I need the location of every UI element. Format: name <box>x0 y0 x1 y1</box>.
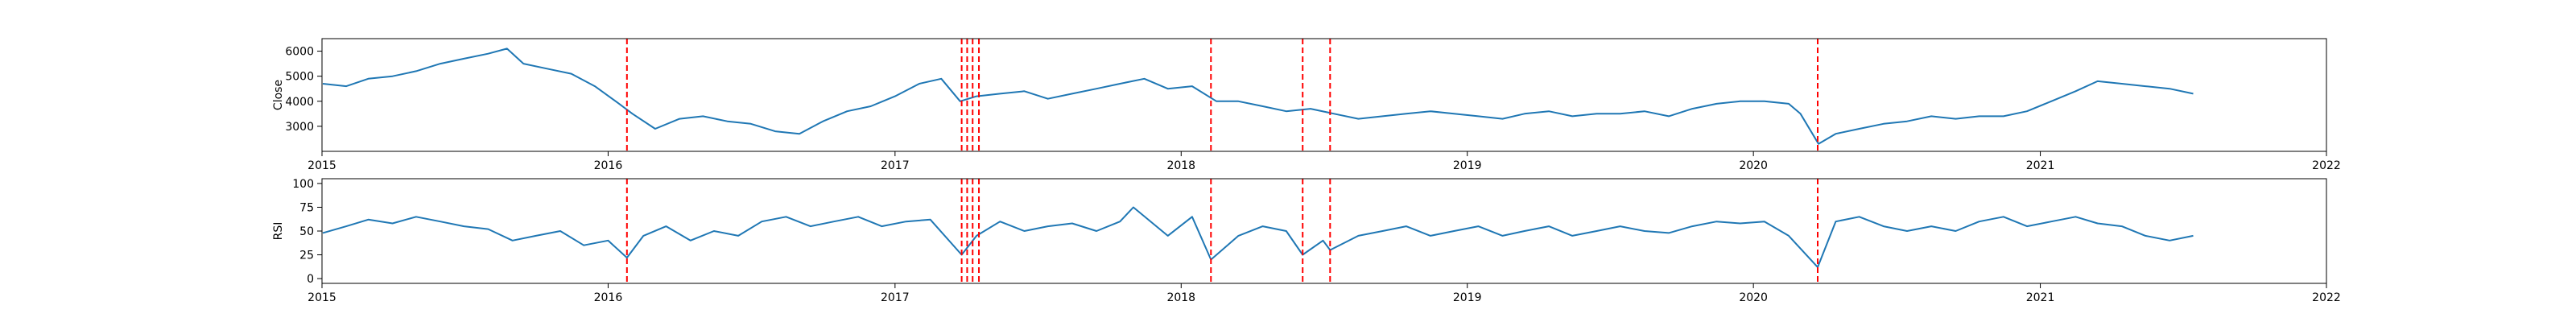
close-xtick-label-2017: 2017 <box>881 159 910 172</box>
close-axes-frame <box>321 38 2327 152</box>
rsi-ytick-label-25: 25 <box>299 250 314 262</box>
close-xtick-label-2016: 2016 <box>594 159 623 172</box>
close-ytick-label-6000: 6000 <box>285 46 314 59</box>
close-ytick-label-5000: 5000 <box>285 71 314 84</box>
close-xtick-label-2015: 2015 <box>308 159 336 172</box>
close-xtick-label-2018: 2018 <box>1166 159 1195 172</box>
close-event-lines-layer <box>625 39 1819 151</box>
close-series-layer <box>322 47 2194 145</box>
rsi-xtick-label-2016: 2016 <box>594 291 623 304</box>
rsi-xtick-label-2019: 2019 <box>1453 291 1482 304</box>
close-xtick-label-2019: 2019 <box>1453 159 1482 172</box>
rsi-xtick-label-2021: 2021 <box>2026 291 2055 304</box>
rsi-ytick-label-50: 50 <box>299 225 314 238</box>
close-y-ticks: 3000 4000 5000 6000 <box>285 46 322 134</box>
close-ytick-label-4000: 4000 <box>285 96 314 109</box>
rsi-xtick-label-2020: 2020 <box>1739 291 1768 304</box>
rsi-xtick-label-2022: 2022 <box>2312 291 2341 304</box>
close-price-panel: 3000 4000 5000 6000 2015 2016 2017 2018 2019 202… <box>272 38 2341 172</box>
rsi-series-layer <box>322 206 2194 268</box>
rsi-ytick-label-100: 100 <box>292 178 314 191</box>
close-ylabel: Close <box>272 80 285 110</box>
close-x-ticks: 2015 2016 2017 2018 2019 2020 2021 2022 <box>308 151 2341 172</box>
rsi-x-ticks: 2015 2016 2017 2018 2019 2020 2021 2022 <box>308 283 2341 304</box>
close-xtick-label-2021: 2021 <box>2026 159 2055 172</box>
rsi-xtick-label-2017: 2017 <box>881 291 910 304</box>
rsi-ylabel: RSI <box>272 222 285 241</box>
close-xtick-label-2022: 2022 <box>2312 159 2341 172</box>
rsi-ytick-label-0: 0 <box>307 273 314 286</box>
close-xtick-label-2020: 2020 <box>1739 159 1768 172</box>
rsi-xtick-label-2018: 2018 <box>1166 291 1195 304</box>
rsi-y-ticks: 0 25 50 75 100 <box>292 178 322 286</box>
rsi-series-line-0 <box>322 206 2194 268</box>
rsi-xtick-label-2015: 2015 <box>308 291 336 304</box>
rsi-ytick-label-75: 75 <box>299 201 314 214</box>
close-ytick-label-3000: 3000 <box>285 121 314 134</box>
close-series-line-0 <box>322 47 2194 145</box>
